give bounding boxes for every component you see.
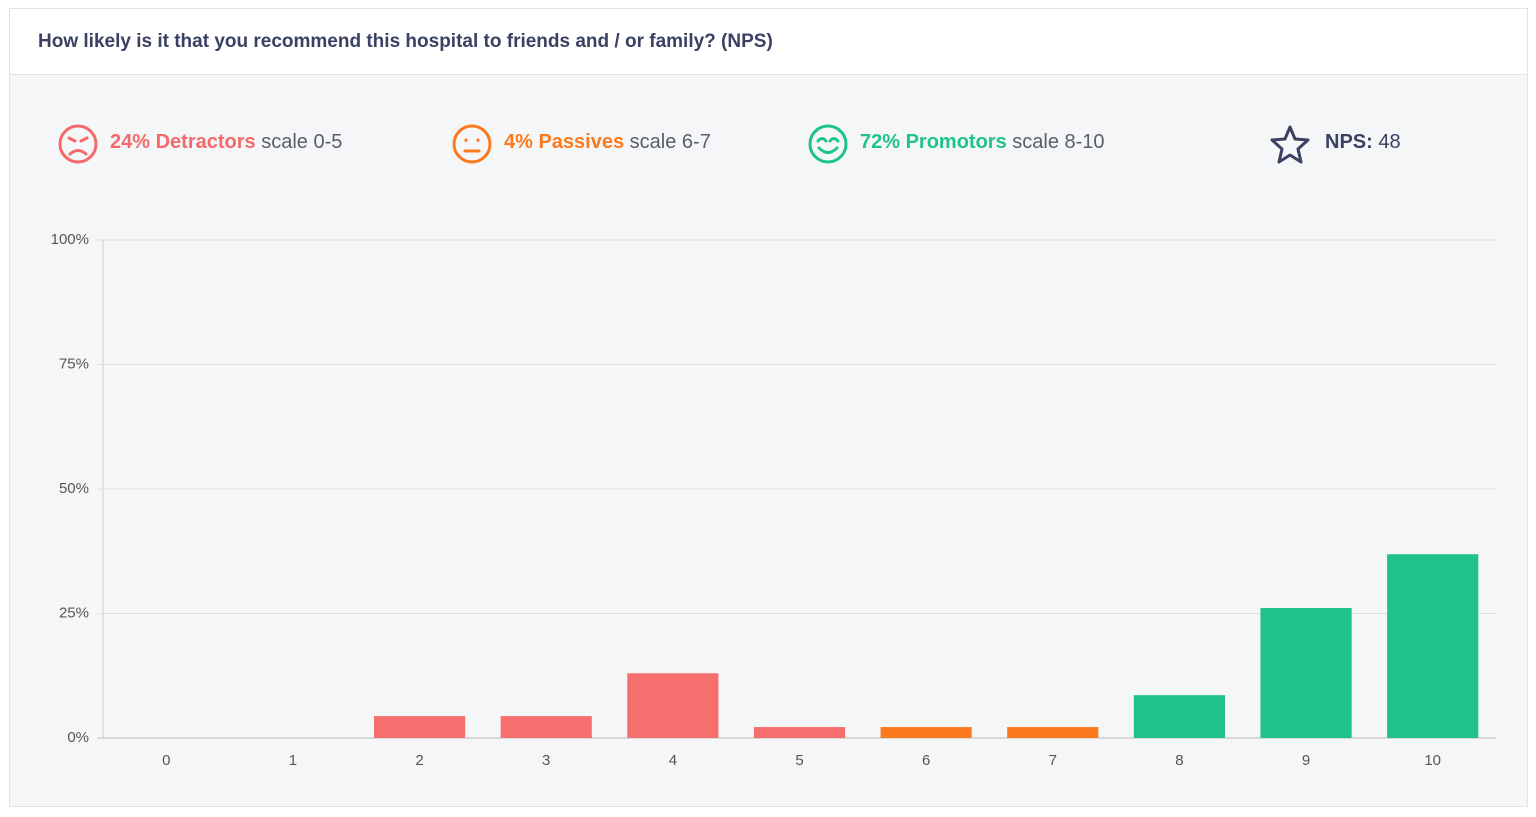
y-tick-label: 50% — [59, 480, 89, 497]
detractors-summary: 24% Detractors scale 0-5 — [110, 131, 342, 154]
bar — [880, 727, 972, 738]
nps-icon — [1270, 125, 1310, 164]
x-tick-label: 2 — [415, 752, 423, 769]
group-label: Promotors — [905, 131, 1007, 153]
percent: 4% — [504, 131, 533, 153]
y-tick-label: 0% — [67, 729, 89, 746]
detractor-icon — [58, 124, 98, 164]
x-tick-label: 10 — [1424, 752, 1441, 769]
scale: scale 8-10 — [1012, 131, 1105, 153]
x-tick-label: 6 — [922, 752, 930, 769]
bar — [1260, 608, 1352, 738]
percent: 72% — [860, 131, 901, 153]
nps-summary: NPS: 48 — [1325, 131, 1401, 154]
bar — [500, 716, 592, 738]
x-tick-label: 5 — [795, 752, 803, 769]
nps-label: NPS: — [1325, 131, 1373, 153]
passive-icon — [452, 124, 492, 164]
x-tick-label: 9 — [1302, 752, 1310, 769]
bar — [1007, 727, 1099, 738]
bar — [753, 727, 846, 738]
percent: 24% — [110, 131, 151, 153]
passives-summary: 4% Passives scale 6-7 — [504, 131, 711, 154]
nps-value: 48 — [1378, 131, 1401, 153]
bar — [374, 716, 466, 738]
y-tick-label: 25% — [59, 604, 89, 621]
promotor-icon — [808, 124, 848, 164]
card-title: How likely is it that you recommend this… — [38, 31, 773, 52]
x-tick-label: 7 — [1049, 752, 1057, 769]
y-tick-label: 75% — [59, 355, 89, 372]
bar — [627, 673, 719, 738]
bar — [1387, 554, 1479, 738]
bar — [1133, 695, 1225, 738]
x-tick-label: 8 — [1175, 752, 1183, 769]
x-tick-label: 1 — [289, 752, 297, 769]
group-label: Detractors — [155, 131, 256, 153]
scale: scale 0-5 — [261, 131, 343, 153]
x-tick-label: 0 — [162, 752, 170, 769]
y-tick-label: 100% — [51, 231, 89, 248]
promotors-summary: 72% Promotors scale 8-10 — [860, 131, 1105, 154]
scale: scale 6-7 — [629, 131, 711, 153]
x-tick-label: 3 — [542, 752, 550, 769]
group-label: Passives — [538, 131, 625, 153]
x-tick-label: 4 — [669, 752, 677, 769]
card-header: How likely is it that you recommend this… — [10, 9, 1527, 75]
